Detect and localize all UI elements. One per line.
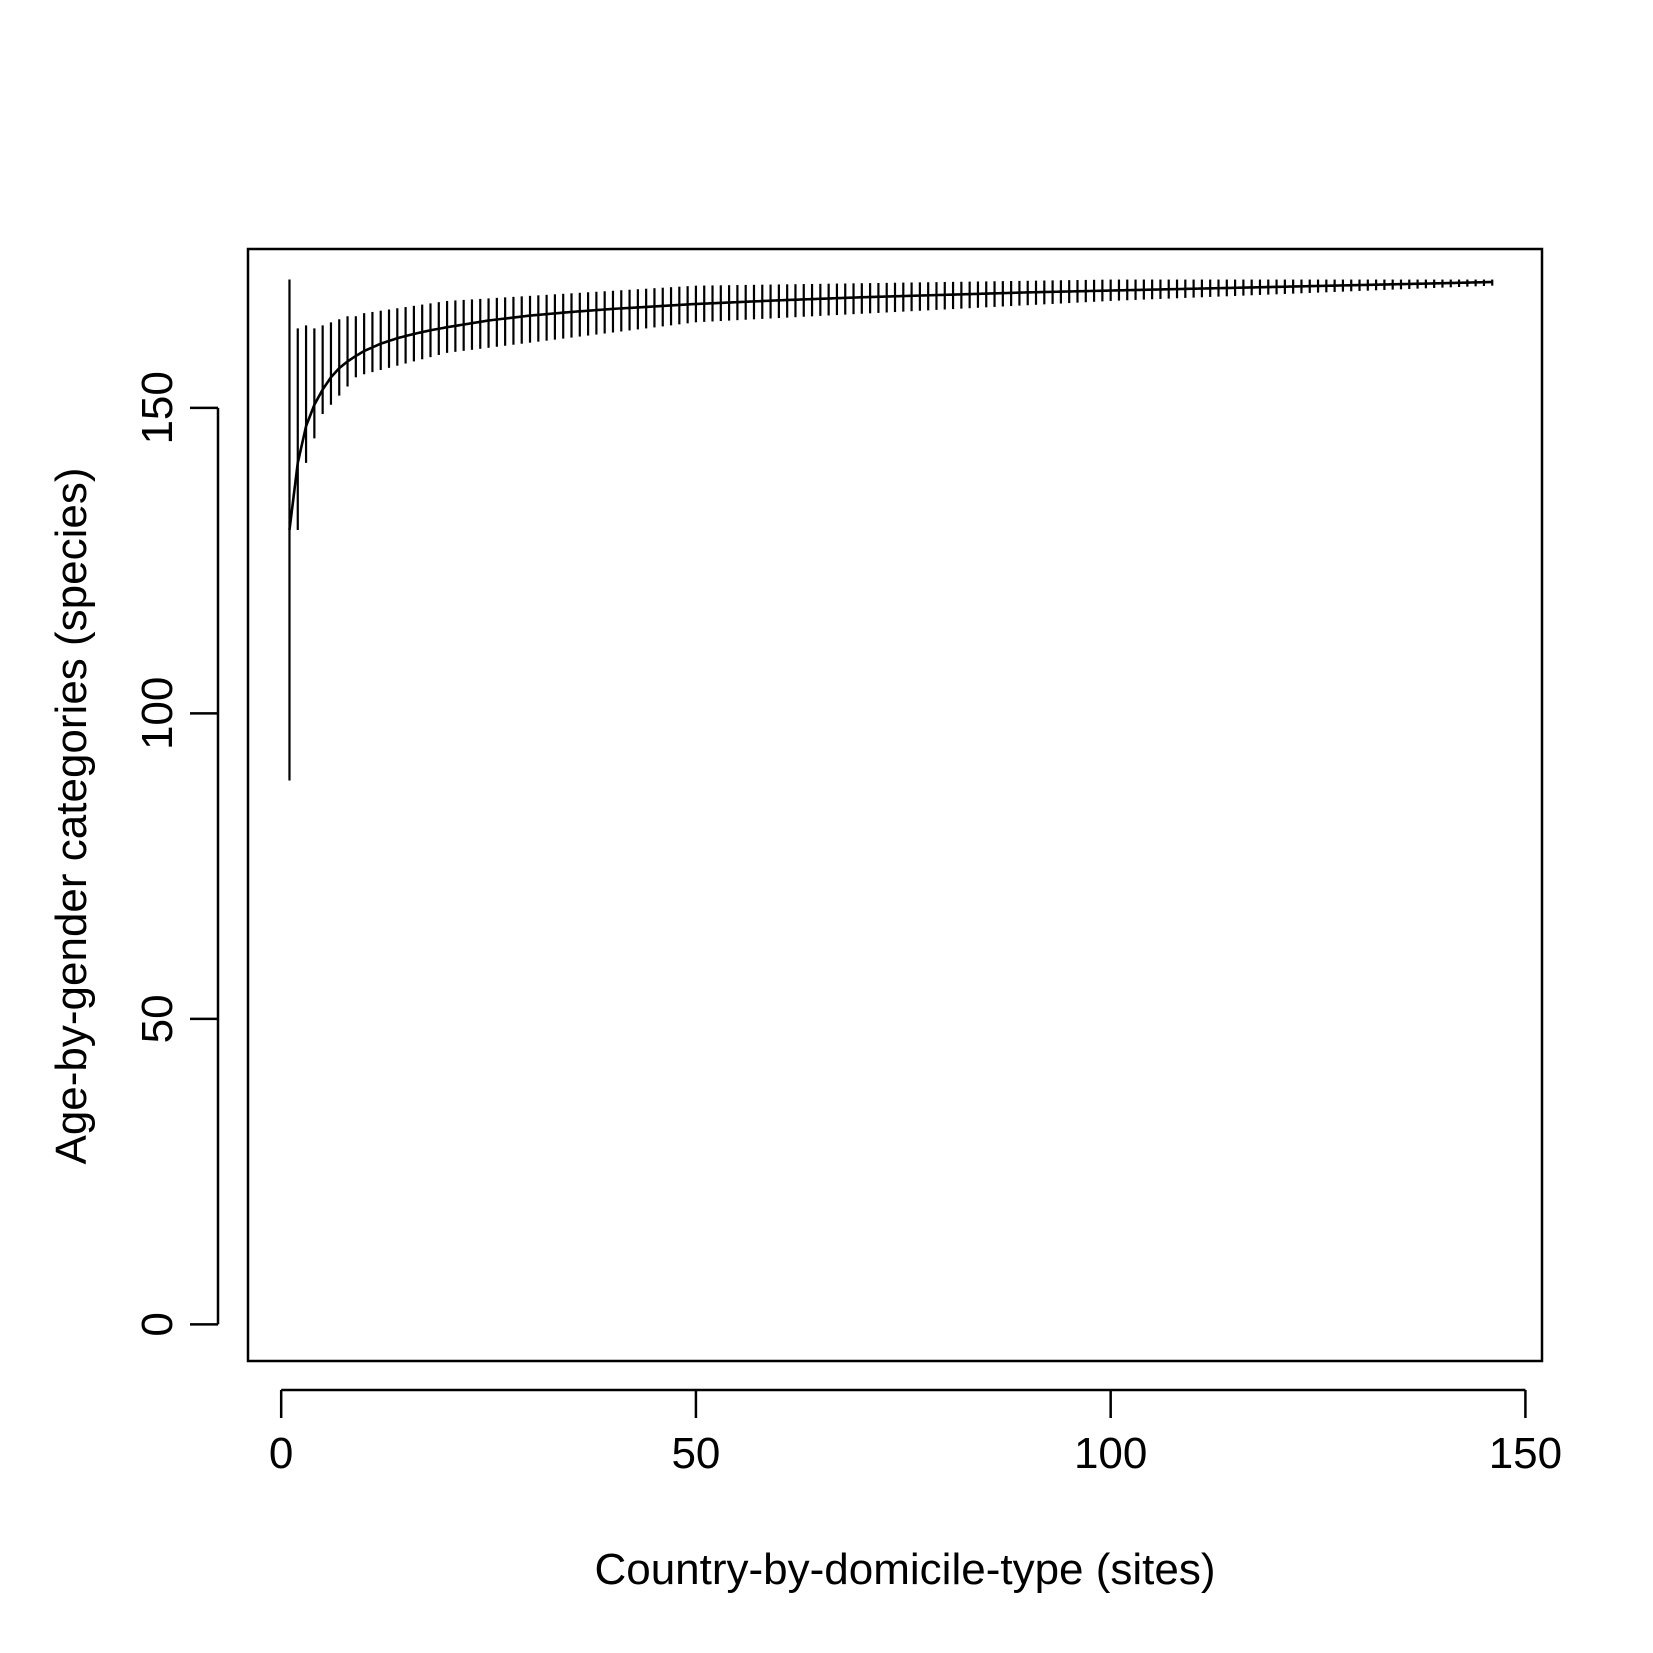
x-tick-label: 0 (269, 1429, 293, 1478)
y-tick-label: 0 (133, 1312, 182, 1336)
x-axis-label: Country-by-domicile-type (sites) (594, 1545, 1215, 1594)
x-tick-label: 50 (671, 1429, 720, 1478)
plot-frame (246, 247, 1544, 1363)
x-axis: 0 50 100 150 (269, 1388, 1562, 1478)
y-tick-label: 50 (133, 994, 182, 1043)
confidence-bars (288, 279, 1494, 781)
y-tick-label: 100 (133, 677, 182, 750)
y-axis: 0 50 100 150 (133, 371, 220, 1337)
x-tick-label: 150 (1489, 1429, 1562, 1478)
x-tick-label: 100 (1074, 1429, 1147, 1478)
y-axis-label: Age-by-gender categories (species) (47, 467, 96, 1164)
y-tick-label: 150 (133, 371, 182, 444)
accumulation-curve (288, 280, 1493, 531)
